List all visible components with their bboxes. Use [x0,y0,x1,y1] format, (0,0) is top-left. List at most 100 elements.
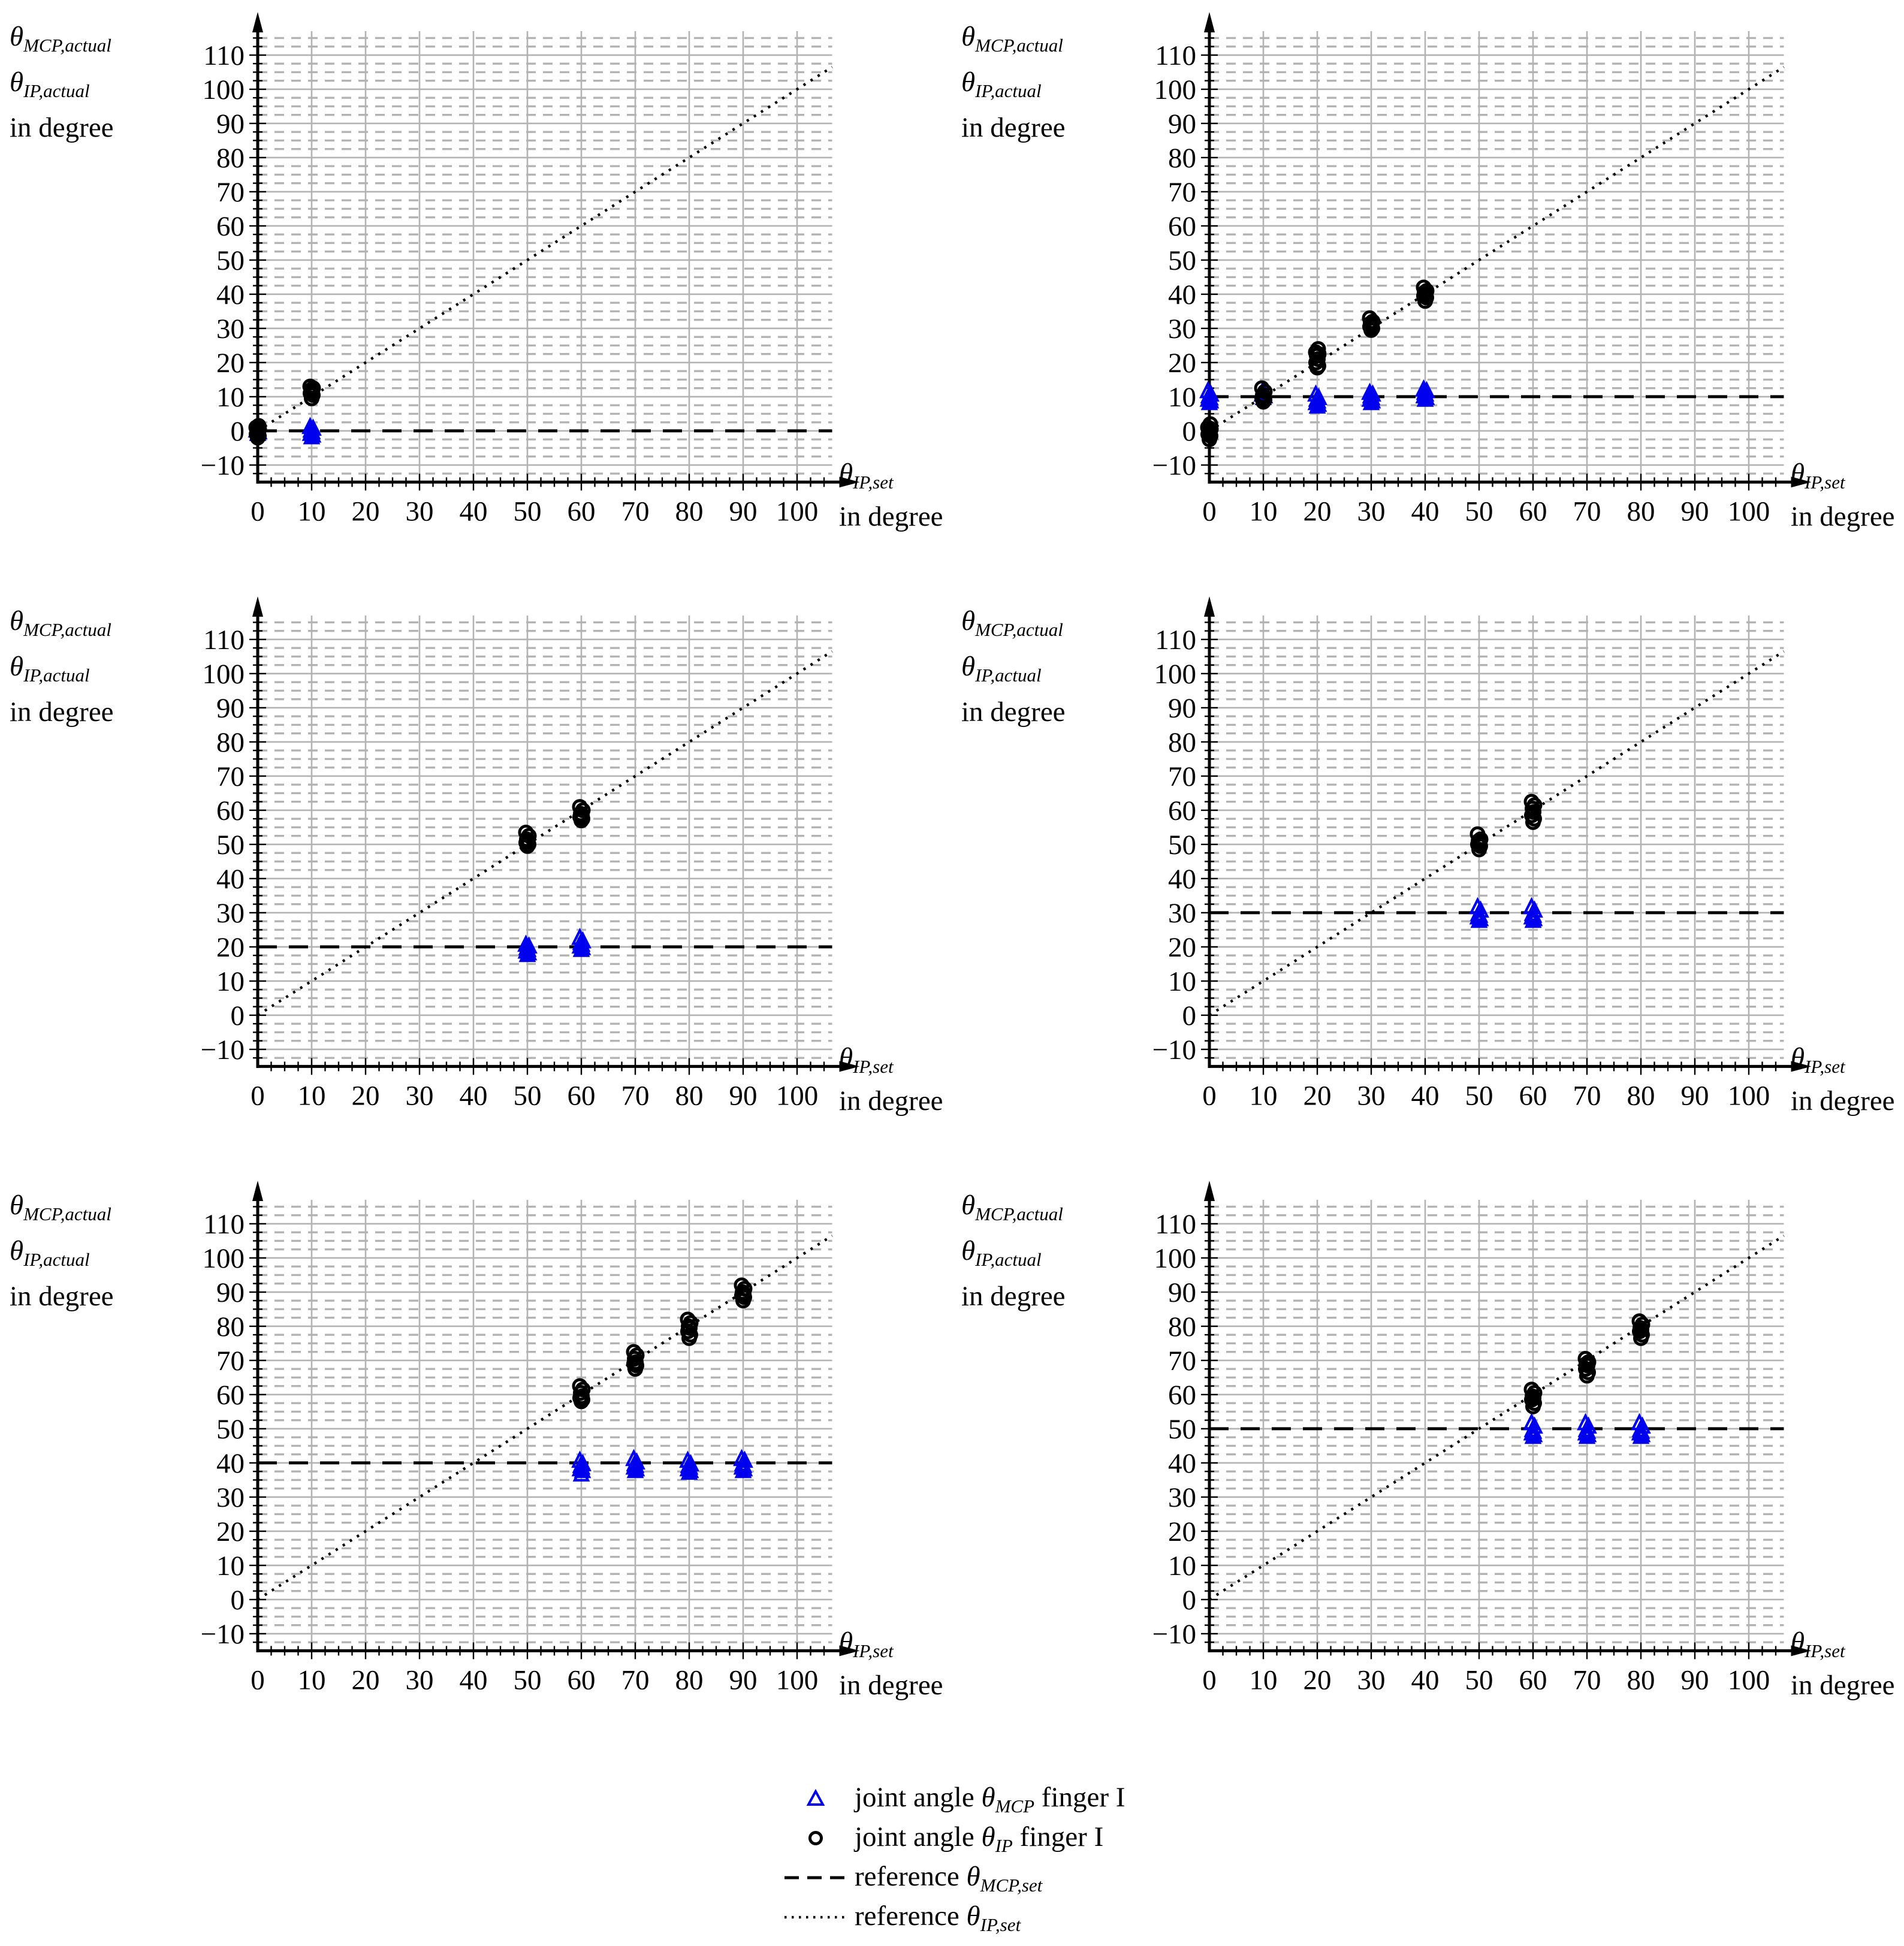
theta-symbol: θ [10,66,24,98]
y-axis-title-line-1: θMCP,actual [961,14,1066,60]
ip-data-point [1365,313,1381,330]
x-tick-label: 20 [352,496,380,527]
x-axis-title-line-1: θIP,set [839,453,951,496]
axes [1204,1181,1812,1657]
y-tick-label: 30 [216,898,245,929]
theta-subscript: IP,set [1805,1640,1845,1661]
plot-cell-top-right: θMCP,actual θIP,actual in degree 0 10 20 30… [952,7,1904,592]
x-tick-label: 40 [1411,496,1440,527]
axis-ticks [1201,37,1777,491]
x-tick-label: 100 [776,1664,819,1695]
mcp-data-point [1577,1413,1594,1431]
triangle-markers [1523,1413,1651,1444]
legend-item-dotted-line: reference θIP,set [777,1898,1904,1938]
y-tick-label: 90 [216,693,245,724]
theta-symbol: θ [839,458,853,489]
plot-grid: θMCP,actual θIP,actual in degree 0 10 20 30… [0,7,1904,1760]
ip-data-point [680,1311,696,1327]
legend-item-triangle: joint angle θMCP finger I [777,1779,1904,1819]
x-axis-title-line-2: in degree [1791,1085,1895,1117]
y-tick-label: 90 [1168,108,1196,140]
axes [252,12,860,488]
x-tick-label: 90 [1681,496,1709,527]
y-tick-label: 50 [216,829,245,861]
x-tick-label: 10 [1250,1080,1278,1111]
y-axis-title-line-3: in degree [961,1280,1066,1312]
theta-symbol: θ [839,1042,853,1073]
tick-labels: 0 10 20 30 40 50 60 70 80 90 100−10010203040506070… [1152,624,1770,1112]
y-tick-label: 110 [203,40,245,71]
theta-subscript: MCP,actual [975,619,1063,640]
y-tick-label: −10 [1152,450,1196,481]
reference-ip-set-line [257,650,833,1016]
x-tick-label: 100 [776,1080,819,1111]
ip-data-point [572,799,588,815]
x-axis-title-line-1: θIP,set [1791,453,1902,496]
x-axis-arrow-icon [1791,1645,1812,1657]
y-tick-label: 40 [216,279,245,310]
theta-symbol: θ [966,1900,980,1932]
y-axis-title-line-2: θIP,actual [10,644,114,690]
mcp-data-point [1199,381,1217,399]
x-axis-title-line-1: θIP,set [839,1037,951,1081]
circle-markers [1200,279,1435,448]
y-tick-label: 110 [203,624,245,656]
theta-symbol: θ [966,1861,980,1893]
y-tick-label: −10 [1152,1619,1196,1650]
plot-top-right: 0 10 20 30 40 50 60 70 80 90 100−10010203040506070… [1152,12,1812,527]
plot-cell-middle-right: θMCP,actual θIP,actual in degree 0 10 20 30… [952,592,1904,1176]
ip-data-point [1202,416,1218,432]
tick-labels: 0 10 20 30 40 50 60 70 80 90 100−10010203040506070… [200,1209,818,1695]
dashed-line-legend-icon [777,1865,855,1891]
y-tick-label: 10 [1168,382,1196,413]
gridlines [1209,1200,1784,1651]
mcp-data-point [1523,897,1540,915]
y-axis-title-line-1: θMCP,actual [10,599,114,644]
mcp-data-point [517,934,535,952]
y-tick-label: −10 [200,450,245,481]
x-tick-label: 30 [1357,1080,1386,1111]
triangle-markers [517,927,592,963]
y-tick-label: 30 [1168,898,1196,929]
y-tick-label: 50 [1168,829,1196,861]
y-axis-title-line-2: θIP,actual [10,60,114,105]
theta-symbol: θ [961,1190,976,1221]
ip-data-point [1631,1313,1647,1329]
x-axis-title-line-2: in degree [1791,1669,1895,1701]
x-tick-label: 50 [514,496,542,527]
theta-subscript: IP,set [853,1055,894,1077]
x-tick-label: 0 [251,1664,265,1695]
gridlines [258,31,832,482]
y-axis-title: θMCP,actual θIP,actual in degree [961,1183,1066,1319]
theta-symbol: θ [961,1235,976,1266]
mcp-data-point [1364,384,1381,402]
theta-subscript: IP,set [1805,471,1845,493]
x-axis-title: θIP,set in degree [1791,1622,1902,1706]
y-tick-label: 10 [216,1550,245,1582]
mcp-data-point [1307,384,1324,402]
ip-data-point [302,378,318,394]
legend-label: joint angle θMCP finger I [855,1782,1125,1817]
axis-ticks [249,621,825,1075]
y-tick-label: 40 [216,864,245,895]
y-tick-label: 90 [1168,1277,1196,1308]
theta-subscript: IP,set [853,471,894,493]
y-tick-label: 80 [216,143,245,174]
y-tick-label: 60 [216,795,245,826]
y-tick-label: 30 [216,1482,245,1513]
theta-subscript: IP,set [980,1914,1021,1935]
x-tick-label: 70 [1573,1080,1601,1111]
mcp-data-point [733,1449,750,1467]
reference-ip-set-line [257,65,833,432]
y-tick-label: 70 [216,177,245,208]
y-tick-label: 20 [216,932,245,963]
mcp-data-point [736,1450,753,1468]
theta-symbol: θ [1791,1627,1805,1658]
y-axis-title: θMCP,actual θIP,actual in degree [10,14,114,150]
theta-subscript: MCP,actual [975,1203,1063,1224]
x-tick-label: 80 [675,1080,704,1111]
y-tick-label: 70 [216,761,245,792]
theta-symbol: θ [10,650,24,682]
ip-data-point [251,418,267,434]
y-tick-label: 110 [1155,624,1196,656]
